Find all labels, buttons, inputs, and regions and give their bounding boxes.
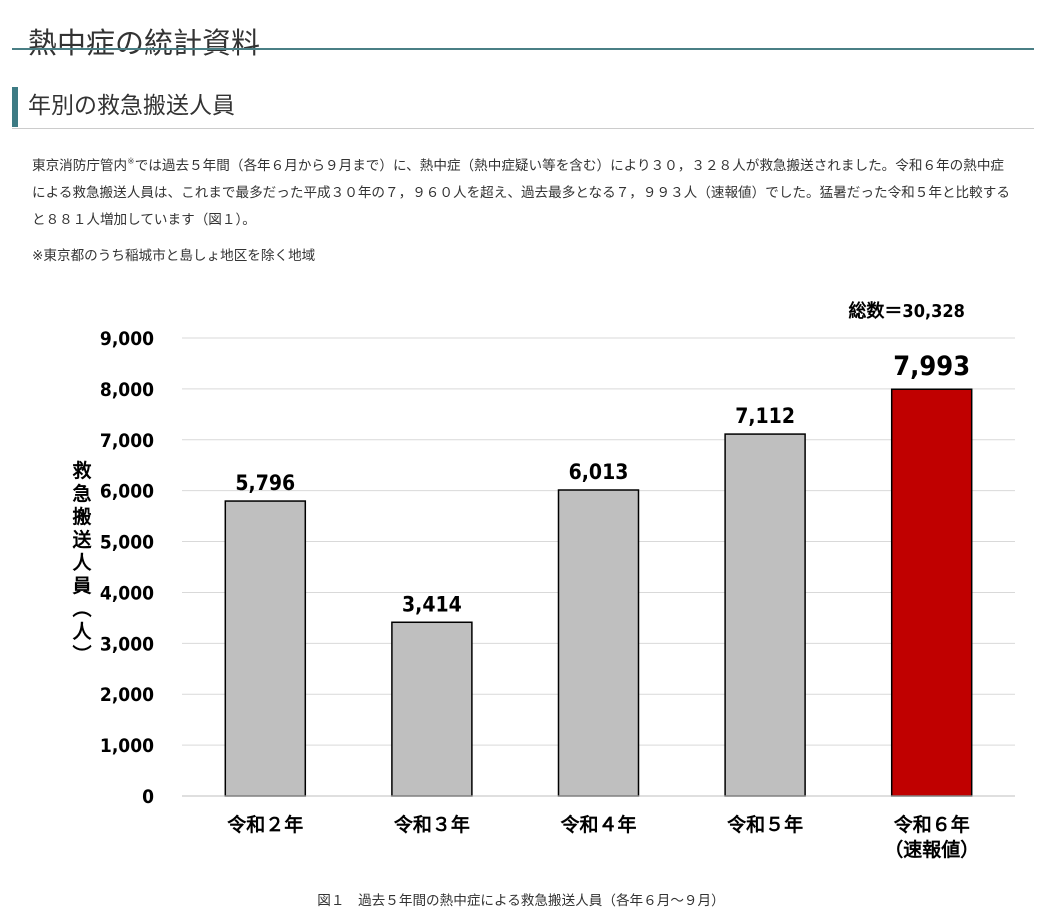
bar-value-label: 6,013 <box>569 460 629 484</box>
bars <box>224 388 973 797</box>
section-heading-accent-bar <box>12 87 18 127</box>
bar-value-labels: 5,796 3,414 6,013 7,112 7,993 <box>235 351 970 616</box>
category-label: 令和２年 <box>227 813 303 836</box>
bar-chart: 0 1,000 2,000 3,000 4,000 5,000 6,000 7,000 8,00… <box>70 300 1015 861</box>
section-heading: 年別の救急搬送人員 <box>12 86 1034 129</box>
category-label: 令和４年 <box>560 813 636 836</box>
y-axis-label-char: （ <box>70 598 93 617</box>
y-axis-label-char: 急 <box>72 482 91 505</box>
y-axis-label-char: 員 <box>72 575 91 597</box>
y-tick-label: 8,000 <box>100 379 154 401</box>
bar-value-label: 7,993 <box>893 351 970 382</box>
y-tick-label: 4,000 <box>100 582 154 604</box>
y-tick-label: 9,000 <box>100 328 154 350</box>
category-label: 令和３年 <box>394 813 470 836</box>
y-axis-label-char: 人 <box>72 552 92 574</box>
y-tick-label: 7,000 <box>100 430 154 452</box>
y-tick-label: 2,000 <box>100 684 154 706</box>
bar-value-label: 7,112 <box>735 404 795 428</box>
title-divider <box>12 48 1034 50</box>
y-axis-label-char: 救 <box>72 459 91 482</box>
x-axis-category-labels: 令和２年 令和３年 令和４年 令和５年 令和６年（速報値） <box>227 813 979 861</box>
page-title: 熱中症の統計資料 <box>28 26 261 61</box>
body-text-rest: では過去５年間（各年６月から９月まで）に、熱中症（熱中症疑い等を含む）により３０… <box>32 158 1010 228</box>
footnote: ※東京都のうち稲城市と島しょ地区を除く地域 <box>32 248 316 264</box>
total-annotation: 総数＝30,328 <box>848 300 965 322</box>
bar-highlight <box>890 388 973 797</box>
bar-value-label: 5,796 <box>235 471 295 495</box>
bar <box>557 489 640 797</box>
y-tick-label: 6,000 <box>100 481 154 503</box>
section-heading-text: 年別の救急搬送人員 <box>28 93 235 119</box>
y-tick-label: 3,000 <box>100 633 154 655</box>
y-axis-label-char: 搬 <box>72 505 91 528</box>
figure-caption: 図１ 過去５年間の熱中症による救急搬送人員（各年６月～９月） <box>317 893 725 909</box>
y-tick-label: 0 <box>142 786 154 808</box>
y-axis-tick-labels: 0 1,000 2,000 3,000 4,000 5,000 6,000 7,000 8,00… <box>100 328 154 808</box>
y-axis-label-char: 人 <box>72 621 92 643</box>
bar <box>391 621 473 797</box>
category-label: 令和６年 <box>894 813 970 836</box>
y-axis-label: 救急搬送人員（人） <box>70 459 93 664</box>
body-text-start: 東京消防庁管内 <box>32 158 128 174</box>
body-paragraph: 東京消防庁管内※では過去５年間（各年６月から９月まで）に、熱中症（熱中症疑い等を… <box>32 153 1017 234</box>
y-tick-label: 1,000 <box>100 735 154 757</box>
y-axis-label-char: ） <box>70 644 93 663</box>
category-label: 令和５年 <box>727 813 803 836</box>
category-sublabel: （速報値） <box>884 838 979 861</box>
bar-value-label: 3,414 <box>402 592 462 616</box>
bar <box>724 433 806 797</box>
y-axis-label-char: 送 <box>72 528 92 551</box>
bar <box>224 500 307 797</box>
footnote-mark: ※ <box>127 157 135 167</box>
y-tick-label: 5,000 <box>100 532 154 554</box>
